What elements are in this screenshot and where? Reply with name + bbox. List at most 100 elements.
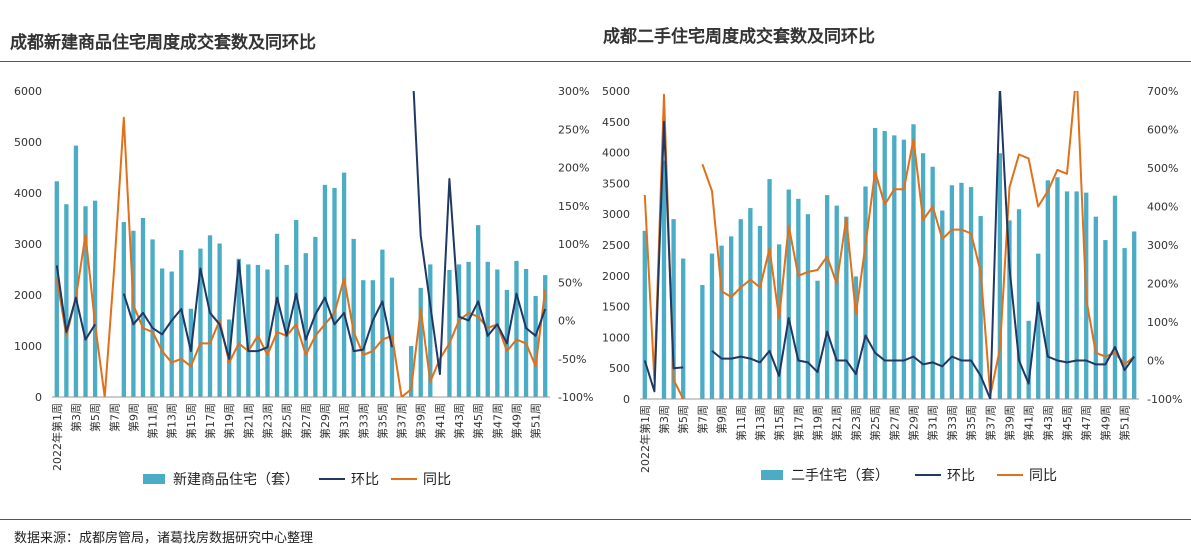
left-y-right-tick: 150% xyxy=(558,200,589,213)
left-bar xyxy=(131,230,136,397)
right-x-tick: 第35周 xyxy=(964,405,978,441)
left-x-tick: 第9周 xyxy=(126,403,140,432)
right-x-tick: 第11周 xyxy=(734,405,748,441)
left-x-tick: 第13周 xyxy=(165,403,179,439)
right-x-tick: 2022年第1周 xyxy=(638,405,652,473)
right-bar xyxy=(700,285,705,399)
left-yoy-line xyxy=(55,116,547,397)
left-bar xyxy=(188,308,194,397)
right-bar xyxy=(786,189,791,399)
right-x-tick: 第45周 xyxy=(1060,405,1074,441)
left-bar xyxy=(73,145,79,397)
right-bar xyxy=(776,244,782,399)
left-bar xyxy=(236,258,241,397)
right-x-tick: 第19周 xyxy=(811,405,825,441)
right-bar xyxy=(1122,248,1127,399)
left-bar xyxy=(466,261,471,397)
right-y-left-tick: 1500 xyxy=(602,301,630,314)
new-housing-chart: 0 1000 2000 3000 4000 5000 6000 -100% -50% 0% 50% 1… xyxy=(14,85,593,488)
right-bar xyxy=(805,214,811,399)
right-bar xyxy=(1036,253,1041,399)
right-bar xyxy=(729,236,734,399)
right-bar xyxy=(1016,209,1022,399)
right-x-tick: 第9周 xyxy=(715,405,729,434)
right-bar xyxy=(767,179,772,399)
right-x-tick: 第7周 xyxy=(695,405,709,434)
right-x-tick: 第25周 xyxy=(868,405,882,441)
right-bar xyxy=(1007,220,1012,399)
left-bar xyxy=(121,222,126,397)
right-legend-mom-label: 环比 xyxy=(947,468,975,484)
right-bar xyxy=(1103,240,1108,399)
right-y-left-tick: 4000 xyxy=(602,147,630,160)
right-bar xyxy=(911,124,916,399)
right-y-left-tick: 4500 xyxy=(602,116,630,129)
right-bar xyxy=(748,208,753,399)
right-bar xyxy=(997,153,1003,399)
left-x-tick: 第11周 xyxy=(146,403,160,439)
left-bar xyxy=(351,238,356,397)
left-bar xyxy=(543,275,548,397)
right-x-tick: 第47周 xyxy=(1079,405,1093,441)
right-y-left-tick: 1000 xyxy=(602,331,630,344)
right-y-left-tick: 3500 xyxy=(602,177,630,190)
right-y-right-tick: 400% xyxy=(1147,201,1178,214)
right-bar xyxy=(709,253,715,399)
right-y-right-tick: 500% xyxy=(1147,162,1178,175)
left-y-right-tick: 50% xyxy=(558,276,582,289)
left-bar xyxy=(150,239,155,397)
left-bar xyxy=(83,206,88,397)
left-bar xyxy=(246,264,251,397)
left-bar xyxy=(523,268,529,397)
right-bar xyxy=(882,131,887,400)
left-x-tick: 第15周 xyxy=(184,403,198,439)
right-x-tick: 第27周 xyxy=(887,405,901,441)
right-legend-bar-swatch xyxy=(761,470,783,480)
right-bar xyxy=(940,210,945,399)
left-x-tick: 第5周 xyxy=(88,403,102,432)
left-bar xyxy=(418,287,423,397)
left-bar xyxy=(140,217,146,397)
right-x-tick: 第13周 xyxy=(753,405,767,441)
right-bar xyxy=(930,166,935,399)
right-bar xyxy=(642,230,647,399)
right-bar xyxy=(1055,177,1060,399)
right-y-left-tick: 500 xyxy=(609,362,630,375)
left-x-tick: 第43周 xyxy=(452,403,466,439)
left-y-right-tick: 300% xyxy=(558,85,589,98)
left-x-tick: 第19周 xyxy=(222,403,236,439)
left-bar xyxy=(332,187,337,397)
right-y-right-tick: -100% xyxy=(1147,393,1182,406)
left-x-tick: 第3周 xyxy=(69,403,83,432)
right-bar xyxy=(719,245,724,399)
right-legend-bar-label: 二手住宅（套） xyxy=(791,468,889,484)
left-x-tick: 第31周 xyxy=(337,403,351,439)
right-y-right-tick: 300% xyxy=(1147,239,1178,252)
left-x-tick: 第27周 xyxy=(299,403,313,439)
right-bar xyxy=(872,127,878,400)
right-bar xyxy=(1112,195,1118,399)
left-bar xyxy=(485,261,490,397)
left-chart-title: 成都新建商品住宅周度成交套数及同环比 xyxy=(10,33,316,53)
right-bar xyxy=(959,182,964,399)
left-x-tick: 第47周 xyxy=(490,403,504,439)
right-legend-yoy-label: 同比 xyxy=(1029,468,1057,484)
left-bar xyxy=(533,296,538,397)
right-bar xyxy=(901,139,907,399)
right-bar xyxy=(738,219,743,399)
right-bar xyxy=(815,280,820,399)
right-y-left-tick: 0 xyxy=(623,393,630,406)
left-y-right-tick: -50% xyxy=(558,353,586,366)
left-bar xyxy=(169,271,174,397)
right-y-left-tick: 2000 xyxy=(602,270,630,283)
left-bar xyxy=(284,264,289,397)
right-yoy-line xyxy=(643,91,1135,399)
left-x-tick: 第41周 xyxy=(433,403,447,439)
left-legend-bar-swatch xyxy=(143,474,165,484)
left-y-right-tick: 100% xyxy=(558,238,589,251)
left-bar xyxy=(322,184,328,397)
right-y-right-tick: 200% xyxy=(1147,278,1178,291)
left-bar xyxy=(370,280,375,397)
right-bar xyxy=(757,225,763,399)
right-x-tick: 第41周 xyxy=(1022,405,1036,441)
